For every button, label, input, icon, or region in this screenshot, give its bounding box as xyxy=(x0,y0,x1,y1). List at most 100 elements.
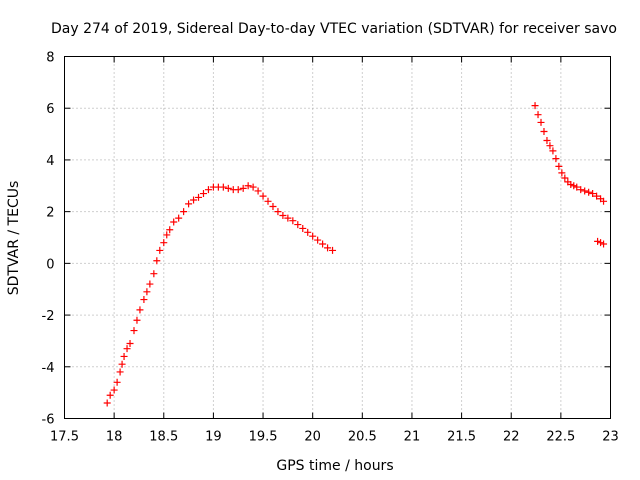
data-point xyxy=(537,118,545,126)
data-point xyxy=(204,186,212,194)
data-point xyxy=(126,340,134,348)
y-tick-label: 6 xyxy=(46,102,54,117)
data-point xyxy=(123,345,131,353)
data-point xyxy=(570,182,578,190)
data-point xyxy=(561,174,569,182)
data-point xyxy=(113,378,121,386)
data-point xyxy=(156,246,164,254)
data-point xyxy=(555,162,563,170)
data-point xyxy=(130,327,138,335)
data-point xyxy=(289,217,297,225)
data-point xyxy=(324,244,332,252)
x-tick-label: 19.5 xyxy=(249,430,278,445)
data-point xyxy=(153,257,161,265)
data-point xyxy=(185,200,193,208)
data-point xyxy=(163,231,171,239)
data-point xyxy=(567,180,575,188)
data-point xyxy=(224,184,232,192)
data-point xyxy=(170,218,178,226)
data-point xyxy=(581,187,589,195)
data-point xyxy=(199,190,207,198)
x-tick-label: 21.5 xyxy=(447,430,476,445)
data-point xyxy=(106,391,114,399)
data-point xyxy=(166,226,174,234)
data-point xyxy=(118,360,126,368)
x-tick-label: 23 xyxy=(602,430,619,445)
data-point xyxy=(593,192,601,200)
data-point xyxy=(143,288,151,296)
data-point xyxy=(234,186,242,194)
data-point xyxy=(284,214,292,222)
x-tick-label: 22.5 xyxy=(546,430,575,445)
data-point xyxy=(190,196,198,204)
data-point xyxy=(180,208,188,216)
data-point xyxy=(585,188,593,196)
data-point xyxy=(274,208,282,216)
x-tick-label: 22 xyxy=(503,430,520,445)
data-point xyxy=(150,270,158,278)
y-tick-label: 8 xyxy=(46,51,54,66)
data-point xyxy=(259,192,267,200)
axis-ticks: 17.5 18 18.5 19 19.5 2 0 20.5 21 21.5 22 22.5 23 -6 -4… xyxy=(42,51,619,445)
data-point xyxy=(269,202,277,210)
x-tick-label: 17.5 xyxy=(50,430,79,445)
data-point xyxy=(195,193,203,201)
grid xyxy=(64,56,611,419)
data-point xyxy=(600,197,608,205)
data-point xyxy=(573,183,581,191)
x-axis-label: GPS time / hours xyxy=(276,458,393,474)
data-point xyxy=(219,183,227,191)
data-point xyxy=(546,142,554,150)
data-point xyxy=(531,102,539,110)
data-point xyxy=(133,316,141,324)
data-point xyxy=(600,240,608,248)
data-point xyxy=(239,184,247,192)
y-tick-label: 4 xyxy=(46,154,54,169)
data-point xyxy=(540,127,548,135)
data-point xyxy=(314,236,322,244)
data-point xyxy=(120,352,128,360)
y-tick-label: -6 xyxy=(42,413,55,428)
data-point xyxy=(597,239,605,247)
data-point xyxy=(264,197,272,205)
data-point xyxy=(558,169,566,177)
data-point xyxy=(160,239,168,247)
data-point xyxy=(534,111,542,119)
data-point xyxy=(244,182,252,190)
data-point xyxy=(552,155,560,163)
data-point xyxy=(294,221,302,229)
data-point xyxy=(319,240,327,248)
data-point xyxy=(304,228,312,236)
y-tick-label: 2 xyxy=(46,206,54,221)
x-tick-label: 21 xyxy=(404,430,421,445)
data-point xyxy=(279,212,287,220)
data-point xyxy=(254,187,262,195)
data-point xyxy=(249,183,257,191)
data-points xyxy=(103,102,608,407)
data-point xyxy=(175,214,183,222)
data-point xyxy=(577,186,585,194)
data-point xyxy=(589,190,597,198)
data-point xyxy=(136,306,144,314)
y-tick-label: -4 xyxy=(42,361,55,376)
x-tick-label: 20.5 xyxy=(348,430,377,445)
data-point xyxy=(299,224,307,232)
data-point xyxy=(309,232,317,240)
data-point xyxy=(116,368,124,376)
x-tick-label: 18 xyxy=(106,430,123,445)
x-tick-label: 19 xyxy=(205,430,222,445)
x-tick-label: 18.5 xyxy=(149,430,178,445)
data-point xyxy=(103,399,111,407)
chart-title: Day 274 of 2019, Sidereal Day-to-day VTE… xyxy=(51,21,617,37)
plot-frame xyxy=(64,56,611,419)
data-point xyxy=(549,147,557,155)
y-tick-label: 0 xyxy=(46,257,54,272)
data-point xyxy=(110,386,118,394)
y-axis-label: SDTVAR / TECUs xyxy=(6,181,22,296)
y-tick-label: -2 xyxy=(42,309,55,324)
data-point xyxy=(140,296,148,304)
data-point xyxy=(146,280,154,288)
data-point xyxy=(543,137,551,145)
data-point xyxy=(329,246,337,254)
